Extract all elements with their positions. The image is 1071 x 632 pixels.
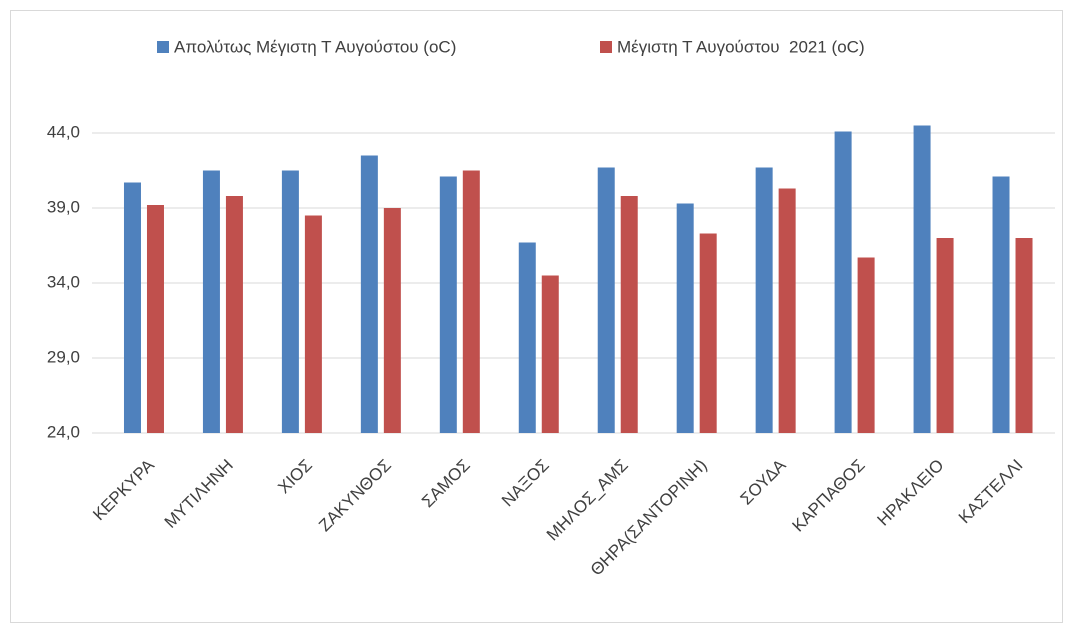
bar — [913, 125, 931, 433]
y-tick-label: 34,0 — [47, 272, 80, 291]
bar — [620, 196, 638, 433]
bar — [834, 131, 852, 433]
bar — [202, 170, 220, 433]
legend-swatch — [157, 41, 169, 53]
y-tick-label: 24,0 — [47, 422, 80, 441]
y-tick-label: 39,0 — [47, 197, 80, 216]
bar — [360, 155, 378, 433]
legend-label: Απολύτως Μέγιστη Τ Αυγούστου (oC) — [174, 37, 456, 56]
y-tick-label: 29,0 — [47, 347, 80, 366]
bar — [439, 176, 457, 433]
bar — [518, 242, 536, 433]
bar — [146, 205, 164, 433]
y-tick-label: 44,0 — [47, 122, 80, 141]
bar — [383, 208, 401, 433]
bar — [936, 238, 954, 433]
bar — [225, 196, 243, 433]
bar — [123, 182, 141, 433]
bar — [281, 170, 299, 433]
bar — [755, 167, 773, 433]
bar — [778, 188, 796, 433]
bar — [597, 167, 615, 433]
chart-frame — [10, 10, 1063, 623]
bar — [462, 170, 480, 433]
bar — [992, 176, 1010, 433]
bar — [857, 257, 875, 433]
bar — [676, 203, 694, 433]
bar — [541, 275, 559, 433]
legend-label: Μέγιστη Τ Αυγούστου 2021 (oC) — [617, 37, 865, 56]
bar — [304, 215, 322, 433]
legend-swatch — [600, 41, 612, 53]
bar — [699, 233, 717, 433]
bar — [1015, 238, 1033, 433]
